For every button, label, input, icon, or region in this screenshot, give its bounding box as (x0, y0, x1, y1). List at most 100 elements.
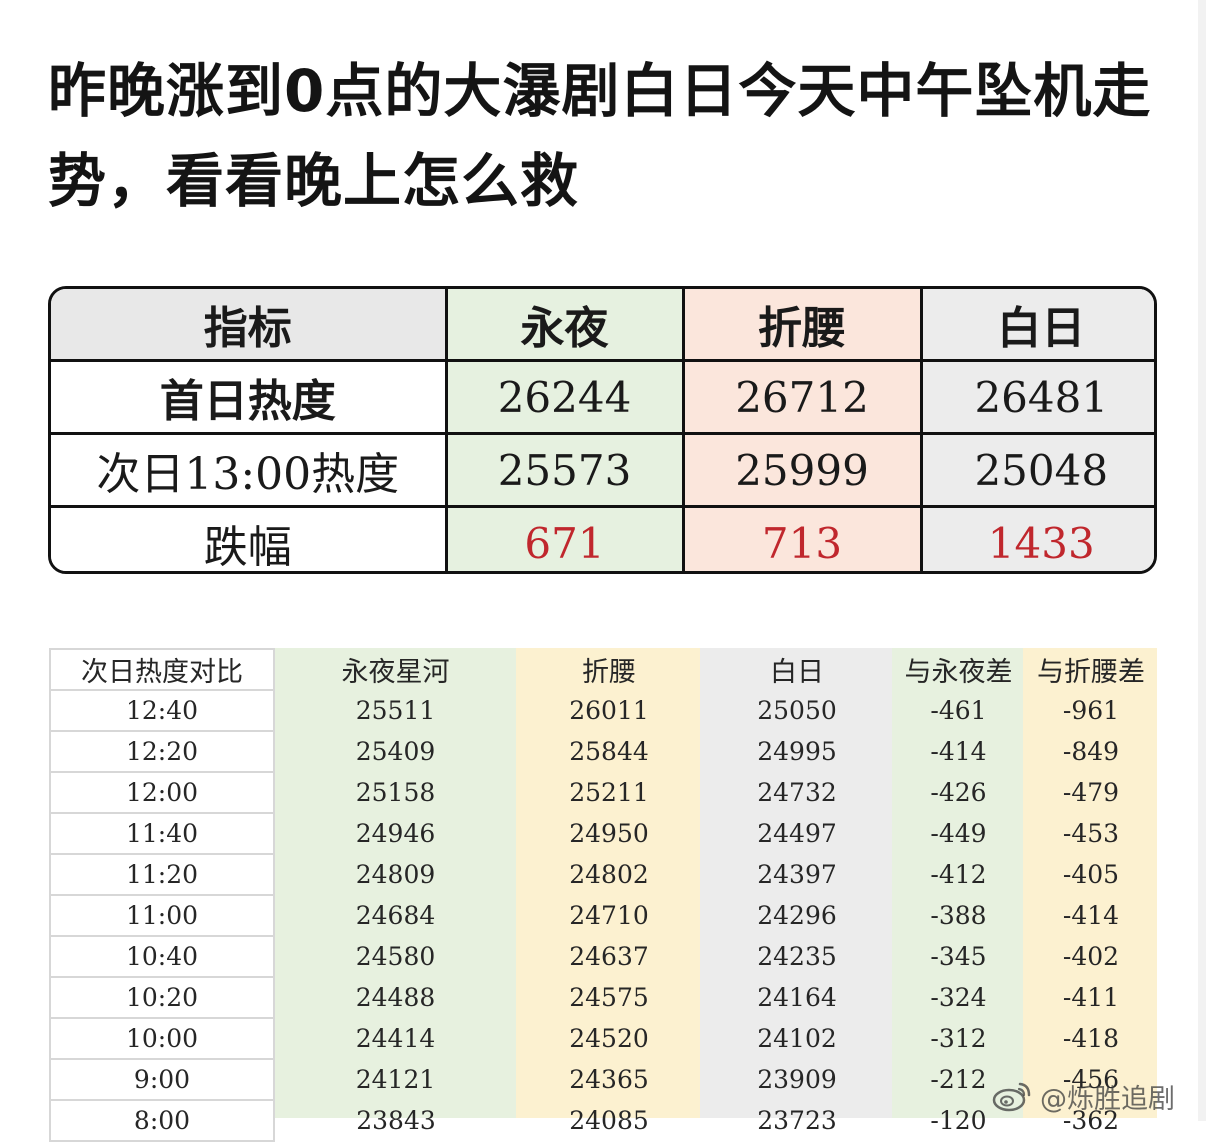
summary-cell: 25999 (681, 432, 923, 508)
timeline-row: 12:40 25511 26011 25050 -461 -961 (49, 690, 1158, 732)
summary-row-label: 次日13:00热度 (51, 432, 448, 508)
timeline-cell-yongye: 24684 (355, 901, 436, 930)
timeline-cell-diff-zheyao: -418 (1062, 1024, 1120, 1053)
timeline-cell-diff-yongye: -414 (930, 737, 987, 766)
timeline-cell-bairi: 24397 (757, 860, 837, 889)
timeline-cell-yongye: 24121 (355, 1065, 436, 1094)
timeline-cell-bairi: 25050 (757, 696, 837, 725)
summary-header-zheyao: 折腰 (681, 289, 923, 362)
weibo-watermark: @烁胜追剧 (992, 1076, 1175, 1116)
timeline-row: 11:20 24809 24802 24397 -412 -405 (49, 854, 1158, 896)
timeline-cell-time: 9:00 (49, 1059, 275, 1101)
timeline-row: 10:40 24580 24637 24235 -345 -402 (49, 936, 1158, 978)
timeline-cell-diff-yongye: -449 (930, 819, 987, 848)
timeline-cell-yongye: 24809 (355, 860, 436, 889)
timeline-cell-zheyao: 26011 (569, 696, 649, 725)
timeline-cell-yongye: 25511 (355, 696, 436, 725)
timeline-cell-zheyao: 25844 (569, 737, 649, 766)
timeline-row: 10:20 24488 24575 24164 -324 -411 (49, 977, 1158, 1019)
timeline-header-yongye: 永夜星河 (341, 657, 450, 688)
timeline-cell-time: 11:40 (49, 813, 275, 855)
timeline-table: 次日热度对比 永夜星河 折腰 白日 与永夜差 与折腰差 12:40 25511 26… (49, 648, 1158, 1142)
timeline-row: 9:00 24121 24365 23909 -212 -456 (49, 1059, 1158, 1101)
column-bg-zheyao (516, 648, 700, 1118)
summary-row-drop: 跌幅 671 713 1433 (51, 505, 1154, 571)
timeline-header-diff-yongye: 与永夜差 (904, 657, 1013, 688)
timeline-cell-time: 12:40 (49, 690, 275, 732)
timeline-cell-diff-yongye: -312 (930, 1024, 987, 1053)
summary-cell: 26244 (444, 359, 685, 435)
timeline-cell-yongye: 25409 (355, 737, 436, 766)
timeline-cell-yongye: 24414 (355, 1024, 436, 1053)
summary-cell: 25573 (444, 432, 685, 508)
timeline-cell-zheyao: 24637 (569, 942, 649, 971)
timeline-cell-time: 11:00 (49, 895, 275, 937)
timeline-cell-zheyao: 24802 (569, 860, 649, 889)
timeline-cell-bairi: 24164 (757, 983, 837, 1012)
timeline-cell-diff-yongye: -461 (930, 696, 987, 725)
timeline-cell-time: 12:00 (49, 772, 275, 814)
timeline-cell-time: 12:20 (49, 731, 275, 773)
timeline-cell-diff-zheyao: -414 (1062, 901, 1120, 930)
timeline-header-row: 次日热度对比 永夜星河 折腰 白日 与永夜差 与折腰差 (49, 648, 1158, 691)
weibo-icon (992, 1082, 1031, 1112)
summary-row-first-day: 首日热度 26244 26712 26481 (51, 359, 1154, 435)
timeline-cell-bairi: 23909 (757, 1065, 837, 1094)
timeline-cell-diff-zheyao: -961 (1062, 696, 1120, 725)
timeline-cell-diff-zheyao: -405 (1062, 860, 1120, 889)
summary-drop-value: 671 (444, 505, 685, 571)
timeline-cell-diff-zheyao: -849 (1062, 737, 1120, 766)
timeline-cell-yongye: 24488 (355, 983, 436, 1012)
timeline-cell-zheyao: 24520 (569, 1024, 649, 1053)
summary-header-yongye: 永夜 (444, 289, 685, 362)
watermark-text: @烁胜追剧 (1040, 1083, 1175, 1115)
timeline-cell-zheyao: 25211 (569, 778, 649, 807)
timeline-cell-diff-zheyao: -456 (1062, 1065, 1120, 1094)
summary-cell: 25048 (919, 432, 1154, 508)
timeline-header-zheyao: 折腰 (582, 657, 636, 688)
timeline-cell-zheyao: 24575 (569, 983, 649, 1012)
timeline-cell-diff-zheyao: -411 (1062, 983, 1120, 1012)
summary-header-row: 指标 永夜 折腰 白日 (51, 289, 1154, 362)
timeline-cell-diff-yongye: -324 (930, 983, 987, 1012)
timeline-cell-diff-yongye: -412 (930, 860, 987, 889)
timeline-row: 11:00 24684 24710 24296 -388 -414 (49, 895, 1158, 937)
summary-row-label: 跌幅 (51, 505, 448, 571)
summary-drop-value: 1433 (919, 505, 1154, 571)
column-bg-yongye (273, 648, 516, 1118)
timeline-cell-diff-zheyao: -479 (1062, 778, 1120, 807)
timeline-cell-yongye: 24580 (355, 942, 436, 971)
timeline-cell-diff-yongye: -388 (930, 901, 987, 930)
timeline-row: 12:00 25158 25211 24732 -426 -479 (49, 772, 1158, 814)
timeline-cell-diff-yongye: -345 (930, 942, 987, 971)
timeline-cell-diff-zheyao: -453 (1062, 819, 1120, 848)
timeline-cell-bairi: 24296 (757, 901, 837, 930)
summary-cell: 26481 (919, 359, 1154, 435)
timeline-row: 11:40 24946 24950 24497 -449 -453 (49, 813, 1158, 855)
timeline-header-bairi: 白日 (770, 657, 824, 688)
summary-table: 指标 永夜 折腰 白日 首日热度 26244 26712 26481 次日13:… (48, 286, 1157, 574)
timeline-cell-bairi: 24235 (757, 942, 837, 971)
timeline-cell-time: 10:40 (49, 936, 275, 978)
timeline-cell-diff-zheyao: -402 (1062, 942, 1120, 971)
right-edge-strip (1198, 0, 1206, 1121)
column-bg-diff-zheyao (1023, 648, 1157, 1118)
timeline-cell-time: 10:20 (49, 977, 275, 1019)
timeline-cell-bairi: 24732 (757, 778, 837, 807)
timeline-cell-zheyao: 24950 (569, 819, 649, 848)
summary-cell: 26712 (681, 359, 923, 435)
summary-drop-value: 713 (681, 505, 923, 571)
summary-row-next-day: 次日13:00热度 25573 25999 25048 (51, 432, 1154, 508)
timeline-cell-diff-yongye: -212 (930, 1065, 987, 1094)
summary-header-metric: 指标 (51, 289, 448, 362)
timeline-row: 12:20 25409 25844 24995 -414 -849 (49, 731, 1158, 773)
timeline-cell-bairi: 24102 (757, 1024, 837, 1053)
timeline-cell-time: 10:00 (49, 1018, 275, 1060)
timeline-cell-zheyao: 24365 (569, 1065, 649, 1094)
timeline-cell-bairi: 24497 (757, 819, 837, 848)
timeline-header-diff-zheyao: 与折腰差 (1037, 657, 1145, 688)
timeline-cell-zheyao: 24710 (569, 901, 649, 930)
column-bg-diff-yongye (892, 648, 1023, 1118)
timeline-cell-diff-yongye: -426 (930, 778, 987, 807)
column-bg-bairi (700, 648, 892, 1118)
